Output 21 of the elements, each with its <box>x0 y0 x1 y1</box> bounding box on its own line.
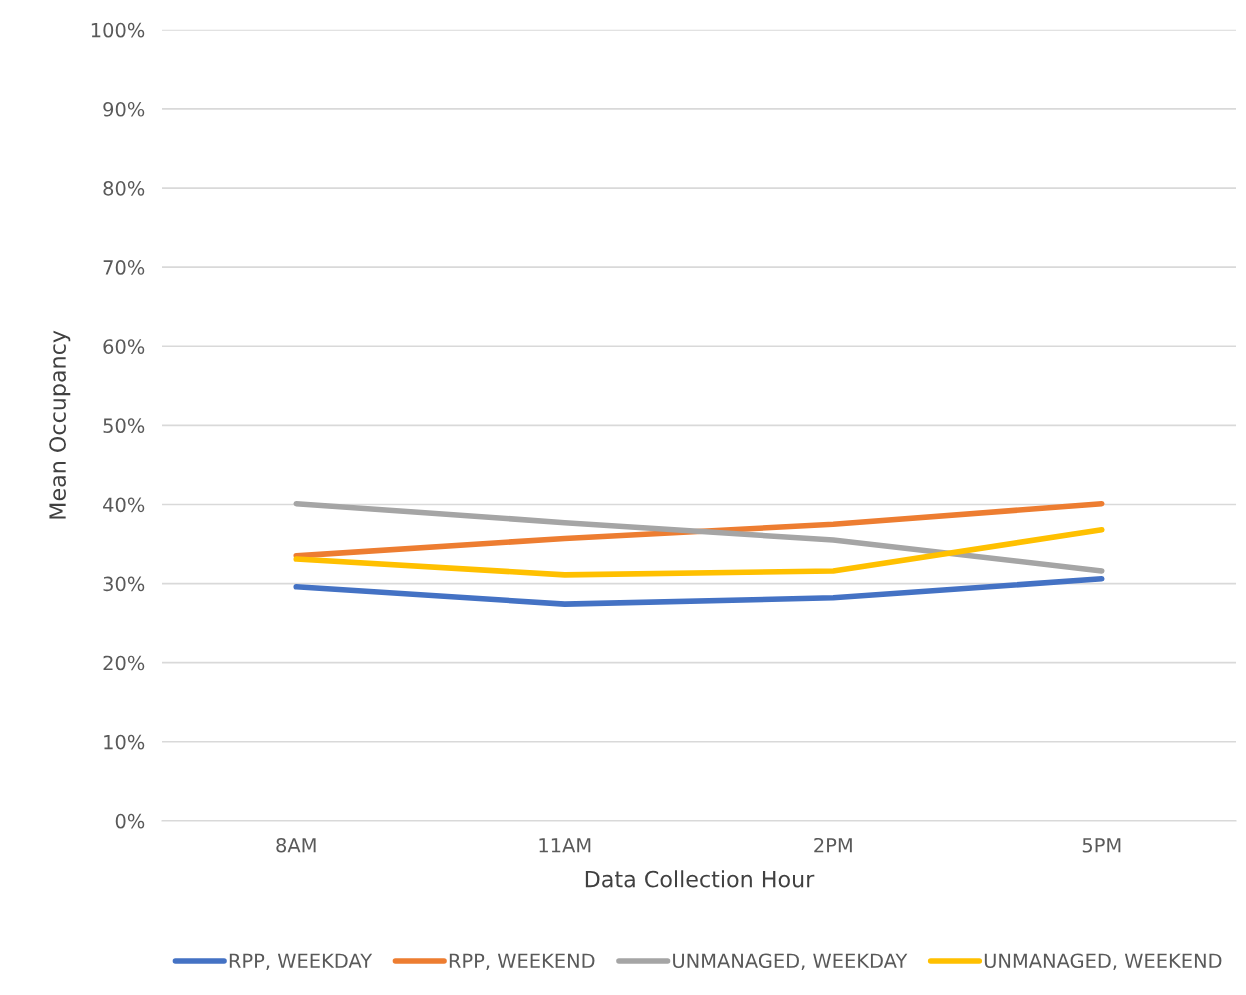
y-tick-label: 40% <box>103 497 145 513</box>
x-tick-label: 11AM <box>539 838 591 853</box>
legend-label: RPP, WEEKEND <box>449 953 595 971</box>
y-tick-label: 50% <box>103 418 145 434</box>
y-tick-label: 30% <box>103 576 145 592</box>
y-axis-title: Mean Occupancy <box>49 330 71 519</box>
y-tick-label: 80% <box>103 181 145 196</box>
y-tick-label: 0% <box>115 813 145 829</box>
x-axis-title: Data Collection Hour <box>585 870 815 888</box>
legend-label: UNMANAGED, WEEKEND <box>984 953 1222 971</box>
y-tick-label: 90% <box>103 101 145 117</box>
y-tick-label: 60% <box>103 339 145 354</box>
y-tick-label: 10% <box>104 734 145 750</box>
y-tick-label: 20% <box>103 655 145 671</box>
x-tick-label: 8AM <box>276 837 316 853</box>
legend-label: RPP, WEEKDAY <box>229 953 373 971</box>
x-tick-label: 2PM <box>814 837 852 853</box>
y-tick-label: 100% <box>91 22 145 38</box>
y-tick-label: 70% <box>103 260 145 275</box>
legend-label: UNMANAGED, WEEKDAY <box>673 953 908 971</box>
x-tick-label: 5PM <box>1082 838 1121 853</box>
